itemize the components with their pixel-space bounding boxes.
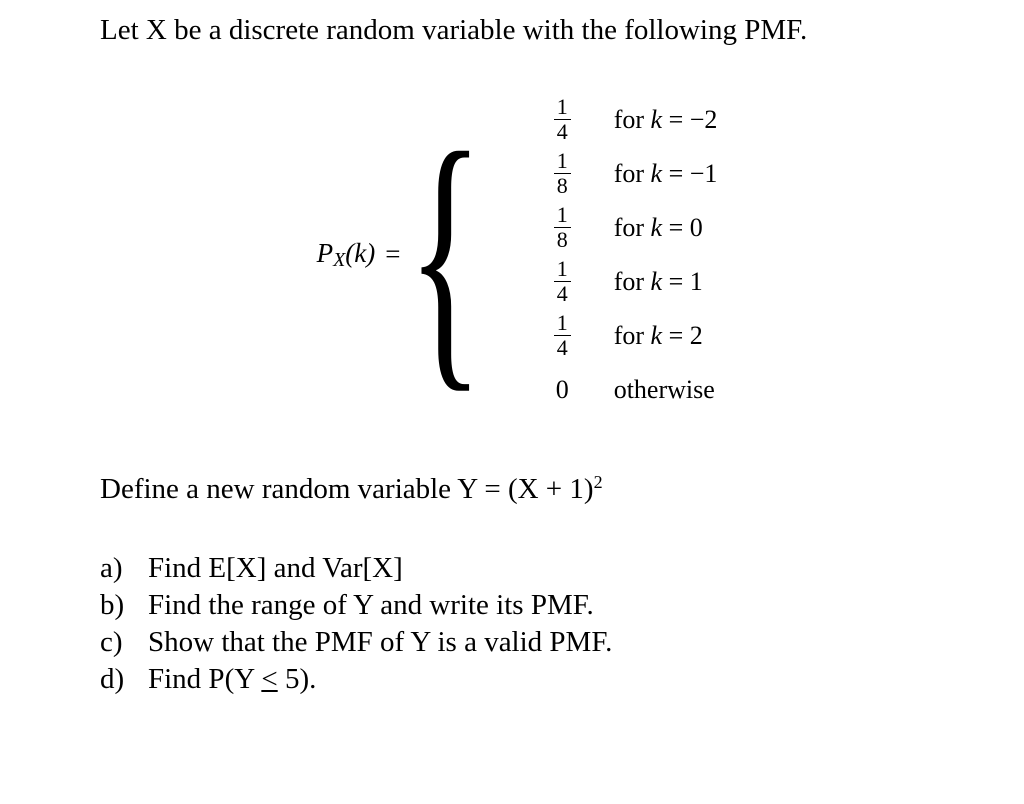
case-condition: for k = −1 — [614, 159, 718, 189]
fraction-denominator: 8 — [554, 173, 571, 197]
page: Let X be a discrete random variable with… — [0, 0, 1024, 698]
pmf-case: 1 8 for k = 0 — [554, 206, 718, 250]
problem-intro: Let X be a discrete random variable with… — [100, 12, 934, 50]
case-value: 1 4 — [554, 96, 614, 143]
part-b: b) Find the range of Y and write its PMF… — [100, 587, 934, 624]
case-condition: for k = 2 — [614, 321, 703, 351]
define-text: Define a new random variable Y = (X + 1) — [100, 473, 594, 505]
case-condition: for k = 0 — [614, 213, 703, 243]
question-parts: a) Find E[X] and Var[X] b) Find the rang… — [100, 550, 934, 698]
part-text: Find P(Y < 5). — [148, 661, 316, 698]
part-label: d) — [100, 661, 148, 698]
leq-symbol: < — [261, 663, 277, 695]
pmf-lhs: PX(k) — [317, 238, 376, 272]
part-text: Find E[X] and Var[X] — [148, 550, 403, 587]
fraction-numerator: 1 — [554, 96, 571, 119]
part-d: d) Find P(Y < 5). — [100, 661, 934, 698]
case-value: 1 8 — [554, 204, 614, 251]
zero-value: 0 — [554, 375, 569, 405]
case-value: 1 4 — [554, 312, 614, 359]
fraction: 1 8 — [554, 204, 571, 251]
pmf-cases: 1 4 for k = −2 1 8 for k = −1 — [554, 98, 718, 412]
part-label: b) — [100, 587, 148, 624]
fraction-numerator: 1 — [554, 150, 571, 173]
fraction-denominator: 4 — [554, 281, 571, 305]
fraction: 1 4 — [554, 96, 571, 143]
pmf-case: 1 4 for k = 2 — [554, 314, 718, 358]
fraction: 1 8 — [554, 150, 571, 197]
case-value: 1 4 — [554, 258, 614, 305]
part-label: a) — [100, 550, 148, 587]
fraction: 1 4 — [554, 312, 571, 359]
fraction-numerator: 1 — [554, 312, 571, 335]
pmf-case: 1 8 for k = −1 — [554, 152, 718, 196]
part-text: Show that the PMF of Y is a valid PMF. — [148, 624, 612, 661]
case-condition: for k = 1 — [614, 267, 703, 297]
fraction-numerator: 1 — [554, 258, 571, 281]
part-label: c) — [100, 624, 148, 661]
fraction-denominator: 4 — [554, 335, 571, 359]
case-condition: for k = −2 — [614, 105, 718, 135]
part-text: Find the range of Y and write its PMF. — [148, 587, 594, 624]
define-exponent: 2 — [594, 472, 603, 492]
pmf-arg: (k) — [345, 238, 375, 268]
pmf-equals: = — [385, 239, 400, 270]
pmf-subscript: X — [333, 249, 345, 271]
pmf-case: 1 4 for k = 1 — [554, 260, 718, 304]
case-value: 1 8 — [554, 150, 614, 197]
fraction-numerator: 1 — [554, 204, 571, 227]
case-value: 0 — [554, 375, 614, 405]
fraction-denominator: 4 — [554, 119, 571, 143]
part-a: a) Find E[X] and Var[X] — [100, 550, 934, 587]
pmf-definition: PX(k) = { 1 4 for k = −2 1 — [100, 98, 934, 412]
pmf-P: P — [317, 238, 334, 268]
pmf-case-otherwise: 0 otherwise — [554, 368, 718, 412]
fraction: 1 4 — [554, 258, 571, 305]
define-y: Define a new random variable Y = (X + 1)… — [100, 472, 934, 506]
fraction-denominator: 8 — [554, 227, 571, 251]
case-condition: otherwise — [614, 375, 715, 405]
pmf-case: 1 4 for k = −2 — [554, 98, 718, 142]
part-c: c) Show that the PMF of Y is a valid PMF… — [100, 624, 934, 661]
left-brace-icon: { — [407, 142, 484, 368]
